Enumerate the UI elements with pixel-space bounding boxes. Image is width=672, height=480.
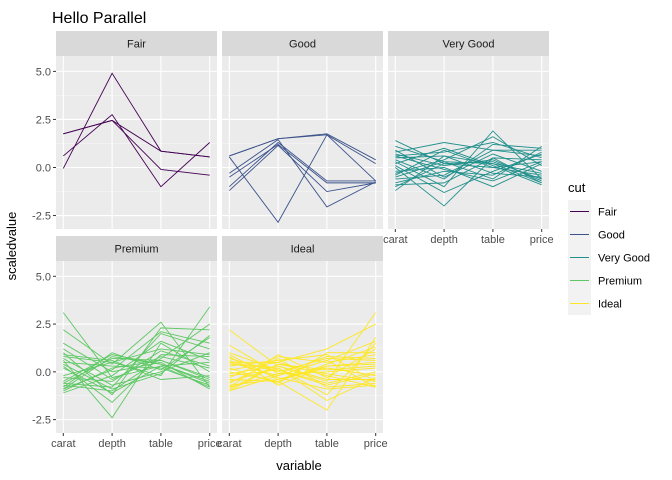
x-tick-label: depth	[264, 438, 292, 450]
legend-item-very-good: Very Good	[568, 246, 650, 269]
facet-strip-label: Ideal	[291, 244, 315, 256]
y-tick-label: -2.5	[32, 211, 51, 223]
x-tick-label: carat	[217, 438, 241, 450]
legend-title: cut	[568, 180, 586, 195]
facet-strip-label: Good	[289, 39, 316, 51]
series-line-premium-5	[62, 342, 210, 419]
facet-panel-good: Good	[222, 31, 383, 229]
panel-background	[222, 261, 383, 433]
facet-panel-ideal: Ideal carat depth table price	[217, 236, 388, 450]
series-line-ideal-24	[229, 369, 376, 386]
panel-background	[388, 56, 549, 229]
series-line-good-3	[229, 143, 376, 184]
series-line-very-good-18	[395, 153, 542, 193]
series-line-very-good-21	[395, 149, 542, 176]
series-line-good-5	[228, 144, 376, 193]
facet-panel-very-good: Very Good carat depth table price	[383, 31, 554, 246]
series-line-very-good-17	[395, 136, 542, 174]
legend: cut Fair Good Very Good Premium Ideal	[568, 180, 650, 315]
x-tick-label: depth	[430, 234, 458, 246]
series-line-premium-24	[63, 358, 210, 384]
series-line-ideal-13	[229, 363, 376, 390]
x-tick-label: price	[198, 438, 222, 450]
y-tick-label: 2.5	[36, 319, 51, 331]
facet-strip-label: Very Good	[443, 39, 495, 51]
y-tick-label: 5.0	[36, 66, 51, 78]
y-tick-label: 0.0	[36, 162, 51, 174]
facet-strip	[56, 31, 217, 56]
panel-background	[56, 56, 217, 229]
series-line-ideal-26	[229, 363, 376, 392]
series-line-good-4	[228, 141, 376, 188]
x-tick-label: carat	[51, 438, 75, 450]
series-line-good-2	[229, 134, 376, 165]
x-tick-label: table	[315, 438, 339, 450]
x-tick-label: price	[364, 438, 388, 450]
x-tick-label: table	[149, 438, 173, 450]
series-line-very-good-22	[395, 145, 542, 184]
legend-item-ideal: Ideal	[568, 292, 622, 315]
series-line-ideal-23	[229, 354, 376, 380]
series-line-very-good-15	[395, 151, 542, 184]
legend-label: Premium	[598, 276, 642, 288]
facet-strip	[222, 236, 383, 261]
series-line-premium-13	[63, 354, 210, 380]
facet-strip-label: Premium	[114, 244, 158, 256]
facet-strip	[222, 31, 383, 56]
series-line-premium-20	[63, 331, 210, 390]
panel-background	[222, 56, 383, 229]
series-line-ideal-2	[229, 323, 376, 363]
legend-label: Ideal	[598, 299, 622, 311]
legend-label: Very Good	[598, 253, 650, 265]
facet-panel-premium: Premium carat depth table price -2.5 0.0 2.5 5.0	[32, 236, 222, 450]
series-line-ideal-21	[229, 356, 376, 388]
series-line-good-7	[229, 139, 376, 208]
series-line-premium-23	[63, 335, 210, 390]
series-line-good-6	[228, 134, 377, 224]
legend-item-premium: Premium	[568, 269, 642, 292]
series-line-ideal-7	[229, 342, 377, 396]
series-line-premium-21	[63, 365, 210, 394]
y-tick-label: -2.5	[32, 415, 51, 427]
panel-background	[56, 261, 217, 433]
legend-label: Fair	[598, 207, 617, 219]
series-line-very-good-14	[395, 147, 542, 186]
facet-panels: Fair -2.5 0.0 2.5 5.0 Good Very Good carat depth…	[32, 31, 554, 450]
legend-label: Good	[598, 230, 625, 242]
series-line-fair-3	[63, 113, 211, 188]
series-line-premium-1	[62, 312, 210, 379]
x-tick-label: price	[530, 234, 554, 246]
facet-strip-label: Fair	[127, 39, 146, 51]
y-tick-label: 0.0	[36, 367, 51, 379]
facet-strip	[56, 236, 217, 261]
series-line-very-good-8	[395, 155, 542, 191]
x-axis-title: variable	[276, 458, 322, 473]
facet-strip	[388, 31, 549, 56]
x-tick-label: table	[481, 234, 505, 246]
legend-item-fair: Fair	[568, 200, 617, 223]
series-line-premium-22	[63, 348, 210, 377]
legend-item-good: Good	[568, 223, 625, 246]
series-line-premium-16	[63, 340, 210, 394]
series-line-premium-10	[63, 337, 210, 388]
y-tick-label: 5.0	[36, 271, 51, 283]
x-tick-label: carat	[383, 234, 407, 246]
facet-panel-fair: Fair -2.5 0.0 2.5 5.0	[32, 31, 217, 229]
series-line-fair-4	[63, 119, 210, 176]
series-line-premium-19	[63, 348, 210, 381]
series-line-ideal-9	[229, 367, 376, 386]
x-tick-label: depth	[98, 438, 126, 450]
chart-title: Hello Parallel	[52, 10, 146, 27]
y-axis-title: scaledvalue	[4, 212, 19, 281]
y-tick-label: 2.5	[36, 114, 51, 126]
series-line-premium-14	[63, 323, 210, 392]
series-line-ideal-25	[229, 340, 376, 377]
